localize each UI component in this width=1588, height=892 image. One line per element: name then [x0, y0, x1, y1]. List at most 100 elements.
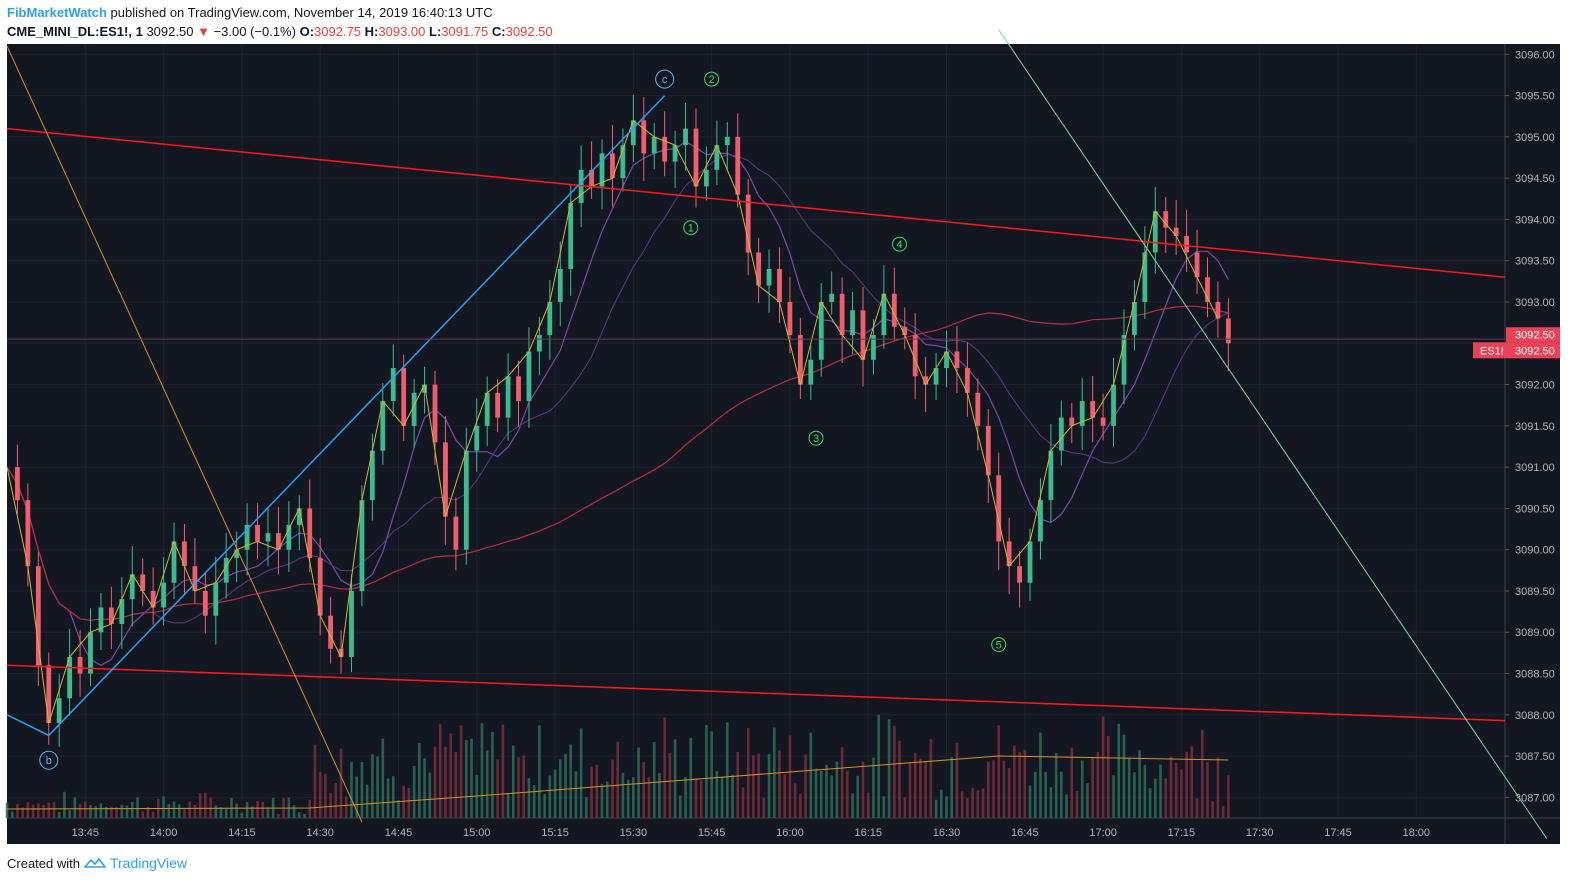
volume-bar [950, 757, 954, 818]
y-tick-label: 3096.00 [1515, 49, 1555, 61]
wave-label-2-ring [704, 71, 720, 87]
candle-body [881, 293, 887, 336]
volume-bar [652, 741, 656, 818]
candle-body [683, 128, 688, 146]
volume-bar [684, 776, 687, 818]
volume-bar [731, 774, 734, 818]
volume-bar [569, 744, 573, 818]
wave-label-1-ring [683, 220, 699, 236]
volume-bar [355, 776, 359, 818]
volume-bar [251, 806, 254, 818]
volume-bar [428, 772, 432, 818]
volume-bar [308, 799, 312, 818]
candle-body [25, 500, 31, 567]
candle-body [547, 302, 553, 336]
volume-bar [1002, 760, 1006, 818]
x-tick-label: 17:15 [1168, 827, 1196, 839]
candle-body [46, 665, 52, 724]
volume-bar [209, 797, 212, 818]
candle-body [724, 136, 730, 146]
volume-bar [783, 774, 787, 818]
candle-body [923, 376, 929, 385]
candle-body [651, 136, 657, 154]
volume-bar [1216, 757, 1220, 818]
volume-bar [334, 782, 338, 818]
volume-bar [637, 747, 640, 818]
created-with-text: Created with [7, 855, 80, 871]
high-label: H: [364, 24, 379, 39]
volume-bar [172, 801, 176, 818]
volume-bar [752, 755, 755, 818]
candle-body [1121, 335, 1127, 385]
volume-bar [1018, 751, 1021, 818]
volume-bar [632, 777, 635, 818]
volume-bar [579, 728, 583, 818]
volume-bar [574, 771, 578, 818]
candle-body [432, 384, 438, 443]
candle-body [150, 590, 156, 608]
candle-body [296, 508, 302, 525]
candle-body [1069, 417, 1075, 426]
volume-bar [564, 754, 567, 818]
volume-bar [1159, 764, 1162, 818]
volume-bar [866, 792, 870, 818]
wave-label-5-ring [991, 637, 1007, 653]
volume-bar [297, 812, 301, 818]
candle-body [944, 351, 949, 369]
candle-body [505, 376, 511, 418]
candle-body [1079, 401, 1085, 426]
ma-long-line [6, 305, 1229, 621]
candle-body [996, 475, 1002, 542]
x-tick-label: 16:15 [854, 827, 882, 839]
candle-body [495, 392, 501, 418]
volume-bar [1221, 806, 1225, 818]
candle-body [933, 368, 939, 385]
candle-body [902, 326, 908, 336]
x-tick-label: 15:45 [698, 827, 726, 839]
volume-bar [506, 793, 510, 818]
candle-body [349, 590, 354, 658]
volume-bar [1169, 756, 1173, 818]
candle-body [964, 368, 970, 393]
volume-bar [840, 747, 844, 818]
candle-body [641, 120, 647, 154]
y-tick-label: 3089.50 [1515, 586, 1555, 598]
volume-bar [1070, 747, 1074, 818]
open-label: O: [299, 24, 315, 39]
candle-body [610, 153, 615, 179]
candle-body [630, 120, 636, 146]
volume-bars [5, 714, 1230, 818]
volume-bar [423, 758, 426, 818]
volume-bar [1091, 756, 1094, 818]
candle-body [1194, 252, 1200, 278]
volume-bar [585, 797, 588, 818]
candle-body [108, 607, 114, 624]
volume-bar [694, 778, 698, 818]
y-tick-label: 3095.50 [1515, 91, 1555, 103]
candle-body [369, 450, 375, 501]
tradingview-brand[interactable]: TradingView [109, 855, 188, 871]
volume-bar [501, 724, 505, 818]
x-tick-label: 13:45 [72, 827, 100, 839]
volume-bar [830, 775, 833, 818]
volume-bar [872, 757, 875, 818]
last-price-tag: 3092.50 [1515, 329, 1555, 341]
volume-bar [626, 779, 630, 818]
volume-bar [5, 802, 9, 818]
symbol-tag: ES1! [1480, 345, 1504, 357]
candle-body [818, 302, 824, 360]
candle-body [912, 335, 918, 377]
volume-bar [324, 773, 327, 818]
volume-bar [757, 753, 760, 818]
candle-body [1111, 384, 1116, 426]
volume-bar [1180, 769, 1183, 818]
candle-body [578, 169, 584, 203]
volume-bar [193, 805, 197, 818]
volume-bar [511, 745, 515, 818]
volume-bar [235, 803, 238, 818]
candle-body [463, 450, 469, 550]
volume-bar [1112, 775, 1115, 818]
author-link[interactable]: FibMarketWatch [7, 5, 107, 20]
volume-bar [679, 795, 682, 818]
